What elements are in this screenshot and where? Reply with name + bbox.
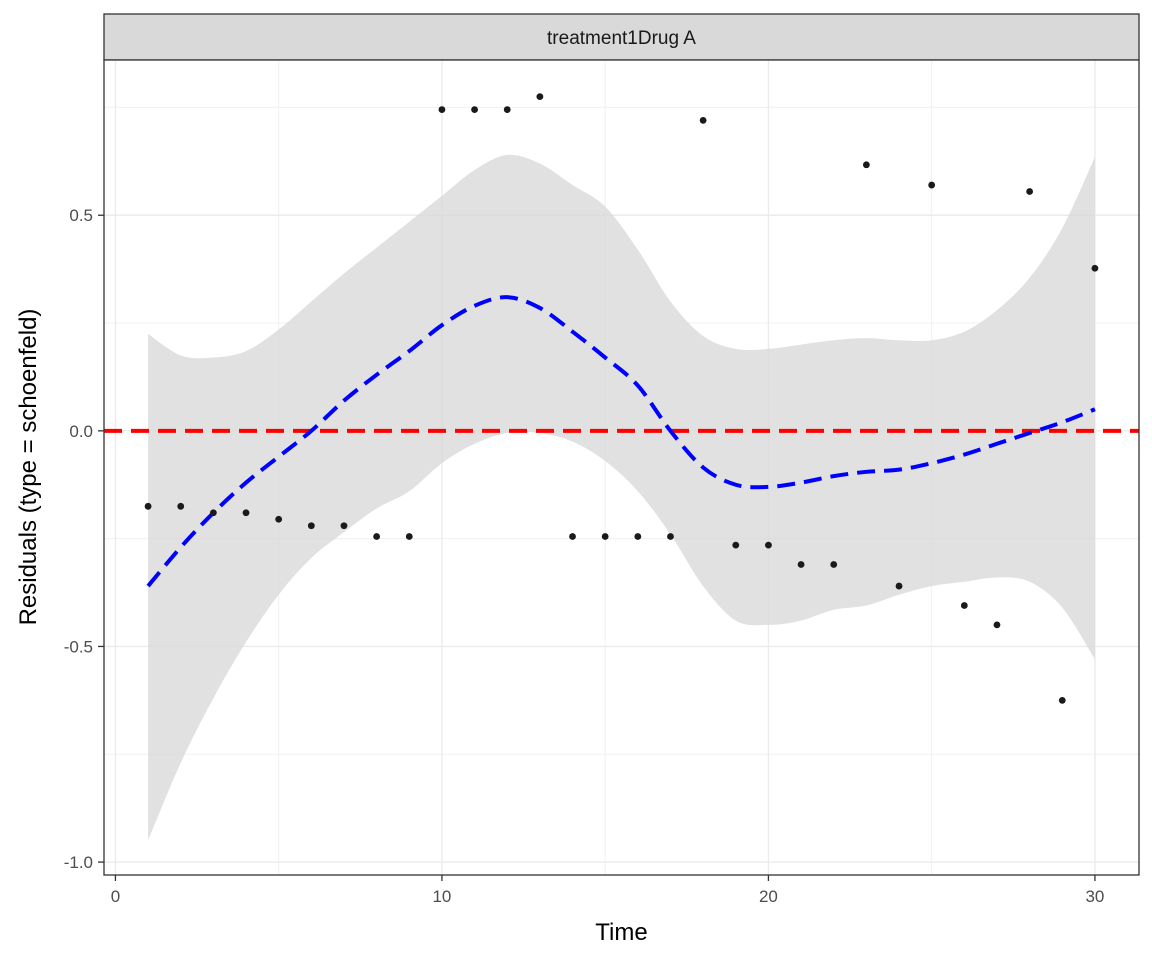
y-axis: -1.0 -0.5 0.0 0.5: [64, 206, 104, 872]
y-tick-label: 0.0: [69, 422, 93, 441]
data-point: [405, 533, 413, 540]
data-point: [307, 522, 315, 530]
data-point: [275, 515, 283, 523]
data-point: [242, 509, 250, 517]
data-point: [1091, 264, 1099, 272]
smooth-fit-line: [146, 295, 1096, 588]
data-point: [830, 561, 838, 568]
data-point: [209, 509, 217, 517]
data-points: [144, 93, 1099, 704]
data-point: [503, 106, 511, 113]
data-point: [177, 502, 185, 510]
data-point: [928, 181, 936, 189]
data-point: [732, 541, 740, 549]
plot-panel-border: [103, 59, 1140, 876]
data-point: [438, 106, 446, 113]
facet-strip-background: [103, 13, 1140, 61]
data-point: [667, 533, 674, 540]
y-axis-title: Residuals (type = schoenfeld): [15, 309, 42, 626]
data-point: [471, 106, 478, 113]
data-point: [895, 582, 903, 590]
confidence-band-layer: [148, 154, 1095, 841]
data-point: [960, 602, 968, 609]
data-point: [536, 93, 544, 101]
x-tick-label: 20: [759, 887, 778, 906]
x-axis-title: Time: [595, 919, 647, 946]
y-tick-label: -1.0: [64, 853, 93, 872]
smooth-line-layer: [146, 295, 1096, 588]
data-point: [634, 533, 642, 540]
facet-strip: treatment1Drug A: [103, 13, 1140, 61]
data-point: [699, 116, 707, 124]
data-point: [1058, 696, 1066, 704]
data-point: [373, 533, 381, 540]
data-point: [601, 533, 609, 540]
x-tick-label: 10: [432, 887, 451, 906]
confidence-band: [148, 154, 1095, 841]
data-point: [765, 541, 772, 549]
data-point: [862, 161, 870, 169]
x-tick-label: 30: [1085, 887, 1104, 906]
data-point: [797, 561, 805, 568]
y-tick-label: -0.5: [64, 637, 93, 656]
data-point: [993, 621, 1001, 629]
y-tick-label: 0.5: [69, 206, 93, 225]
data-point: [569, 533, 576, 540]
data-point: [1026, 188, 1034, 195]
data-point: [144, 502, 152, 510]
x-axis: 0 10 20 30: [111, 875, 1104, 906]
x-tick-label: 0: [111, 887, 120, 906]
facet-strip-label: treatment1Drug A: [547, 28, 696, 49]
data-point: [340, 522, 348, 530]
